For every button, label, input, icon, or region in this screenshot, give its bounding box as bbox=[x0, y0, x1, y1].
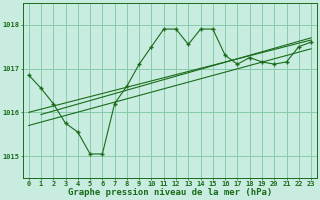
X-axis label: Graphe pression niveau de la mer (hPa): Graphe pression niveau de la mer (hPa) bbox=[68, 188, 272, 197]
